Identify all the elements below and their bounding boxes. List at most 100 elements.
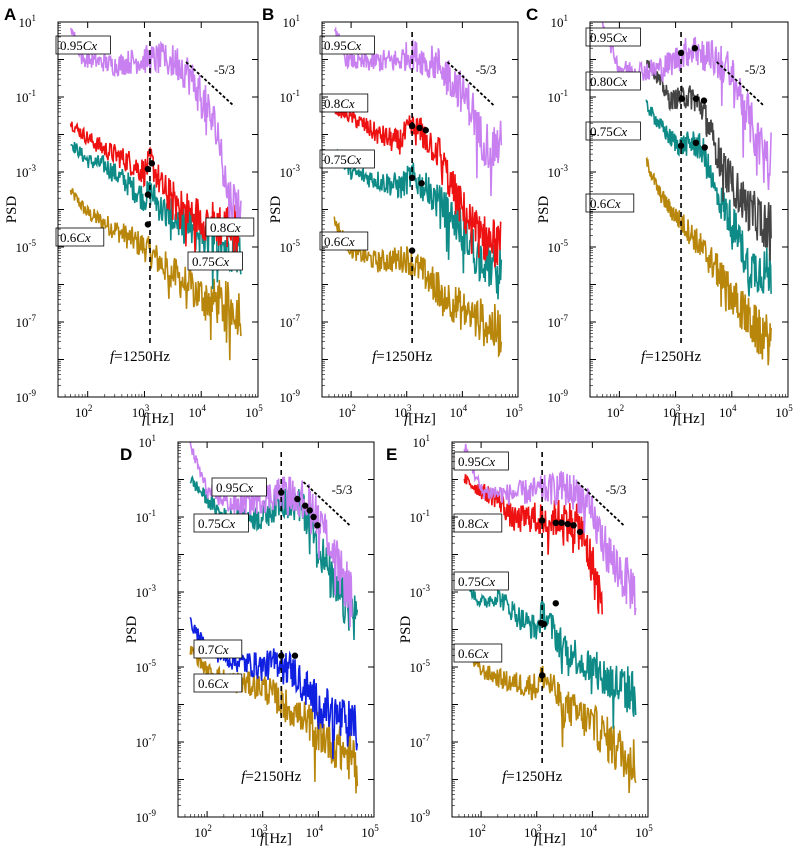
slope-annotation: -5/3 — [475, 62, 496, 77]
series-label-box — [319, 35, 375, 55]
y-tick-label: 10-7 — [548, 313, 569, 330]
x-tick-label: 102 — [75, 403, 93, 420]
y-tick-label: 10-1 — [548, 88, 569, 105]
peak-marker — [552, 519, 559, 527]
series-label-box — [319, 231, 369, 251]
y-tick-label: 10-7 — [410, 733, 431, 750]
series-label-box — [193, 673, 243, 693]
peak-marker — [278, 652, 285, 659]
series-line-0_75Cx — [189, 474, 359, 641]
y-axis-label: PSD — [398, 616, 414, 644]
x-tick-label: 103 — [394, 403, 412, 420]
series-label: 0.95Cx — [60, 38, 97, 53]
series-label-box — [585, 121, 641, 141]
peak-marker — [564, 520, 571, 528]
series-label-box — [453, 643, 503, 663]
peak-marker — [294, 495, 301, 503]
peak-marker — [310, 513, 317, 521]
series-label: 0.95Cx — [590, 30, 627, 45]
slope-reference-line — [185, 61, 235, 107]
y-tick-label: 10-3 — [16, 163, 37, 180]
series-label-box — [193, 513, 249, 533]
y-axis-label: PSD — [4, 196, 20, 224]
y-axis-label: PSD — [268, 196, 284, 224]
y-tick-label: 101 — [551, 13, 569, 30]
slope-annotation: -5/3 — [214, 62, 235, 77]
series-label-box — [55, 227, 105, 247]
series-label: 0.6Cx — [60, 230, 91, 245]
data-area — [69, 27, 242, 361]
series-line-0_8Cx — [69, 121, 242, 255]
peak-marker — [538, 517, 546, 524]
y-tick-label: 10-9 — [280, 388, 301, 405]
series-line-0_6Cx — [333, 216, 503, 358]
series-line-0_7Cx — [189, 617, 359, 760]
y-tick-label: 10-5 — [16, 238, 37, 255]
panel-letter: A — [4, 5, 16, 24]
x-axis-label: f[Hz] — [260, 831, 292, 847]
y-tick-label: 101 — [283, 13, 301, 30]
x-tick-label: 105 — [361, 823, 379, 840]
data-area — [333, 26, 503, 358]
x-tick-label: 102 — [607, 403, 625, 420]
panel-d: Df=2150Hz -5/3 0.95Cx 0.75Cx 0.7Cx 0.6Cx 10-9 1… — [120, 433, 379, 847]
series-label: 0.7Cx — [198, 642, 229, 657]
panel-b: Bf=1250Hz -5/3 0.95Cx 0.8Cx 0.75Cx 0.6Cx 10-9 1… — [262, 5, 523, 427]
y-tick-label: 10-3 — [280, 163, 301, 180]
series-line-0_95Cx — [463, 443, 637, 616]
series-label-box — [585, 71, 641, 91]
y-tick-label: 101 — [19, 13, 37, 30]
y-tick-label: 10-5 — [548, 238, 569, 255]
y-tick-label: 10-5 — [280, 238, 301, 255]
peak-marker — [692, 139, 700, 147]
series-label-box — [205, 217, 255, 237]
x-tick-label: 102 — [194, 823, 212, 840]
y-tick-label: 10-1 — [280, 88, 301, 105]
peak-marker — [677, 142, 685, 149]
y-axis-label: PSD — [124, 616, 140, 644]
peak-marker — [678, 95, 686, 102]
peak-marker — [302, 502, 309, 509]
series-line-0_6Cx — [645, 156, 772, 366]
slope-reference-line — [302, 481, 352, 527]
x-tick-label: 104 — [580, 823, 598, 840]
series-label: 0.8Cx — [458, 516, 489, 531]
x-tick-label: 105 — [245, 403, 263, 420]
data-area — [463, 443, 637, 794]
y-tick-label: 10-9 — [548, 388, 569, 405]
slope-reference-line — [576, 481, 626, 527]
slope-reference-line — [716, 61, 765, 107]
series-label-box — [319, 93, 369, 113]
series-line-0_6Cx — [463, 646, 637, 794]
y-tick-label: 10-3 — [136, 583, 157, 600]
series-label-box — [585, 27, 641, 47]
y-axis-label: PSD — [536, 196, 552, 224]
panel-c: Cf=1250Hz -5/3 0.95Cx 0.80Cx 0.75Cx 0.6Cx 10-9… — [526, 5, 793, 427]
series-line-0_95Cx — [69, 27, 242, 230]
frequency-annotation: f=1250Hz — [502, 769, 562, 785]
y-tick-label: 10-7 — [280, 313, 301, 330]
y-tick-label: 10-9 — [16, 388, 37, 405]
frequency-annotation: f=1250Hz — [641, 349, 701, 365]
series-label-box — [453, 451, 509, 471]
series-line-0_80Cx — [645, 59, 772, 261]
x-tick-label: 103 — [250, 823, 268, 840]
peak-marker — [558, 519, 565, 527]
x-tick-label: 105 — [635, 823, 653, 840]
peak-marker — [416, 124, 423, 132]
slope-annotation: -5/3 — [331, 482, 352, 497]
y-tick-label: 10-3 — [410, 583, 431, 600]
x-axis-label: f[Hz] — [673, 411, 705, 427]
y-tick-label: 10-3 — [548, 163, 569, 180]
y-tick-label: 10-7 — [16, 313, 37, 330]
series-label: 0.95Cx — [458, 454, 495, 469]
series-label: 0.75Cx — [192, 254, 229, 269]
panel-letter: D — [120, 445, 132, 464]
series-label: 0.80Cx — [590, 74, 627, 89]
series-line-0_75Cx — [333, 148, 503, 300]
slope-annotation: -5/3 — [745, 62, 766, 77]
peak-marker — [576, 528, 584, 536]
y-tick-label: 10-5 — [136, 658, 157, 675]
series-line-0_8Cx — [463, 473, 603, 615]
y-tick-label: 10-1 — [136, 508, 157, 525]
